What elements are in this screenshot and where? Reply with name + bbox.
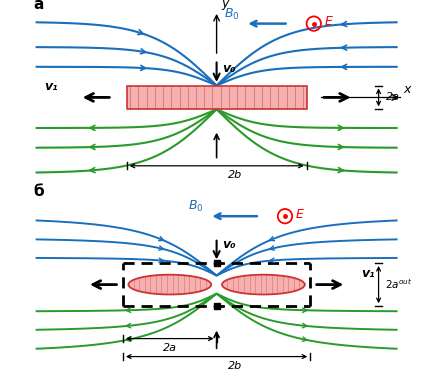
Text: v₁: v₁	[361, 267, 375, 280]
Text: 2b: 2b	[227, 361, 242, 371]
Ellipse shape	[128, 275, 211, 295]
Text: 2a: 2a	[386, 92, 400, 102]
Text: x: x	[404, 83, 411, 96]
Text: $2a^{out}$: $2a^{out}$	[385, 278, 412, 291]
Text: $B_0$: $B_0$	[224, 7, 240, 22]
Text: v₀: v₀	[222, 62, 236, 75]
Text: 2a: 2a	[163, 343, 177, 353]
Text: v₁: v₁	[44, 80, 58, 93]
Text: 2b: 2b	[227, 170, 242, 180]
Text: a: a	[33, 0, 44, 12]
Text: E: E	[296, 208, 304, 221]
Text: E: E	[325, 15, 333, 28]
Text: v₀: v₀	[222, 238, 236, 251]
Text: б: б	[33, 185, 44, 199]
Ellipse shape	[222, 275, 305, 295]
Text: $B_0$: $B_0$	[188, 199, 204, 214]
Bar	[127, 86, 307, 109]
Text: y: y	[221, 0, 228, 10]
